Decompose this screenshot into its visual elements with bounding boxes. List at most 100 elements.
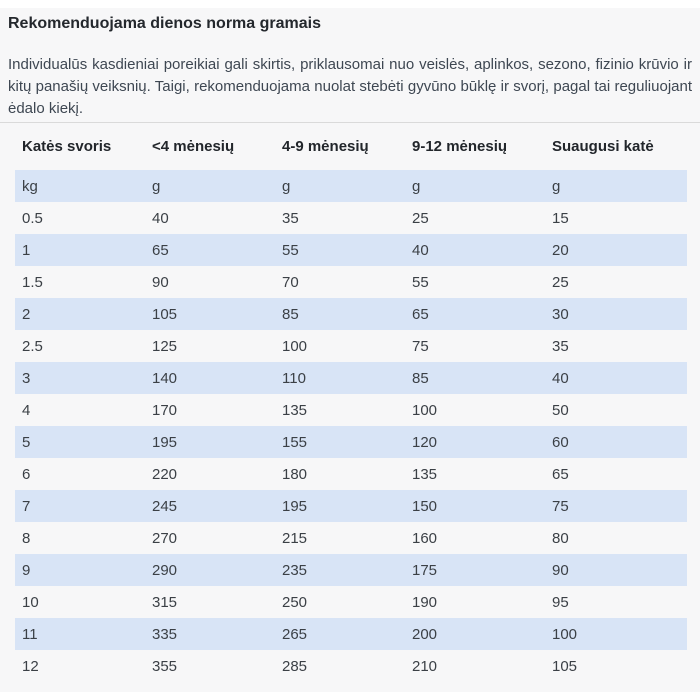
table-cell: 9 [22, 561, 31, 579]
table-cell: 100 [552, 625, 578, 643]
table-cell: 2 [22, 305, 31, 323]
table-cell: 100 [282, 337, 308, 355]
table-row: 9 290 235 175 90 [15, 554, 687, 586]
table-cell: 270 [152, 529, 178, 547]
table-cell: 175 [412, 561, 438, 579]
table-cell: 355 [152, 657, 178, 675]
table-row: 0.5 40 35 25 15 [15, 202, 687, 234]
table-row: 2 105 85 65 30 [15, 298, 687, 330]
table-cell: 335 [152, 625, 178, 643]
table-cell: 265 [282, 625, 308, 643]
table-cell: 75 [552, 497, 569, 515]
table-cell: 245 [152, 497, 178, 515]
feeding-table: Katės svoris <4 mėnesių 4-9 mėnesių 9-12 mė… [15, 123, 687, 682]
table-cell: 90 [152, 273, 169, 291]
table-cell: g [282, 177, 291, 195]
table-cell: 100 [412, 401, 438, 419]
table-cell: 2.5 [22, 337, 43, 355]
table-cell: 15 [552, 209, 569, 227]
column-header: Katės svoris [22, 138, 112, 155]
table-cell: 105 [152, 305, 178, 323]
table-row: 6 220 180 135 65 [15, 458, 687, 490]
table-row: 8 270 215 160 80 [15, 522, 687, 554]
table-cell: 150 [412, 497, 438, 515]
divider [0, 122, 700, 123]
table-cell: 25 [412, 209, 429, 227]
table-cell: 195 [282, 497, 308, 515]
table-cell: 90 [552, 561, 569, 579]
table-cell: 65 [412, 305, 429, 323]
table-row: 7 245 195 150 75 [15, 490, 687, 522]
units-row: kg g g g g [15, 170, 687, 202]
table-row: 11 335 265 200 100 [15, 618, 687, 650]
table-cell: 285 [282, 657, 308, 675]
table-cell: 10 [22, 593, 39, 611]
table-cell: 60 [552, 433, 569, 451]
table-cell: 12 [22, 657, 39, 675]
table-cell: 135 [282, 401, 308, 419]
table-cell: g [552, 177, 561, 195]
table-cell: 20 [552, 241, 569, 259]
table-cell: 250 [282, 593, 308, 611]
table-cell: 35 [552, 337, 569, 355]
table-row: 10 315 250 190 95 [15, 586, 687, 618]
table-row: 5 195 155 120 60 [15, 426, 687, 458]
table-cell: 40 [552, 369, 569, 387]
table-cell: 25 [552, 273, 569, 291]
table-cell: 11 [22, 625, 38, 643]
table-body: kg g g g g 0.5 40 35 25 15 1 65 55 40 20 1.5 90 70 55 25 2 10… [15, 170, 687, 682]
table-cell: 155 [282, 433, 308, 451]
table-cell: kg [22, 177, 38, 195]
table-cell: 290 [152, 561, 178, 579]
table-cell: 190 [412, 593, 438, 611]
table-cell: 35 [282, 209, 299, 227]
table-cell: 0.5 [22, 209, 43, 227]
table-cell: 210 [412, 657, 438, 675]
column-header: <4 mėnesių [152, 138, 235, 155]
table-cell: 160 [412, 529, 438, 547]
column-header: 9-12 mėnesių [412, 138, 508, 155]
table-cell: g [152, 177, 161, 195]
table-cell: 30 [552, 305, 569, 323]
table-cell: g [412, 177, 421, 195]
table-cell: 220 [152, 465, 178, 483]
table-cell: 140 [152, 369, 178, 387]
table-cell: 3 [22, 369, 31, 387]
table-cell: 40 [412, 241, 429, 259]
table-cell: 235 [282, 561, 308, 579]
table-cell: 1.5 [22, 273, 43, 291]
table-row: 2.5 125 100 75 35 [15, 330, 687, 362]
table-row: 1.5 90 70 55 25 [15, 266, 687, 298]
content-panel: Rekomenduojama dienos norma gramais Indi… [0, 8, 700, 692]
table-cell: 55 [412, 273, 429, 291]
table-cell: 170 [152, 401, 178, 419]
table-cell: 70 [282, 273, 299, 291]
table-cell: 180 [282, 465, 308, 483]
table-row: 3 140 110 85 40 [15, 362, 687, 394]
table-cell: 315 [152, 593, 178, 611]
table-cell: 135 [412, 465, 438, 483]
table-cell: 50 [552, 401, 569, 419]
table-row: 1 65 55 40 20 [15, 234, 687, 266]
table-cell: 6 [22, 465, 31, 483]
table-cell: 8 [22, 529, 31, 547]
table-cell: 5 [22, 433, 31, 451]
column-header: Suaugusi katė [552, 138, 654, 155]
table-cell: 120 [412, 433, 438, 451]
table-cell: 40 [152, 209, 169, 227]
table-cell: 1 [22, 241, 31, 259]
page-title: Rekomenduojama dienos norma gramais [8, 15, 321, 32]
description-paragraph: Individualūs kasdieniai poreikiai gali s… [8, 56, 692, 117]
table-cell: 125 [152, 337, 178, 355]
table-row: 12 355 285 210 105 [15, 650, 687, 682]
table-cell: 200 [412, 625, 438, 643]
table-cell: 95 [552, 593, 569, 611]
table-cell: 215 [282, 529, 308, 547]
table-cell: 80 [552, 529, 569, 547]
table-cell: 4 [22, 401, 31, 419]
table-cell: 7 [22, 497, 31, 515]
table-cell: 195 [152, 433, 178, 451]
table-cell: 55 [282, 241, 299, 259]
table-cell: 85 [282, 305, 299, 323]
